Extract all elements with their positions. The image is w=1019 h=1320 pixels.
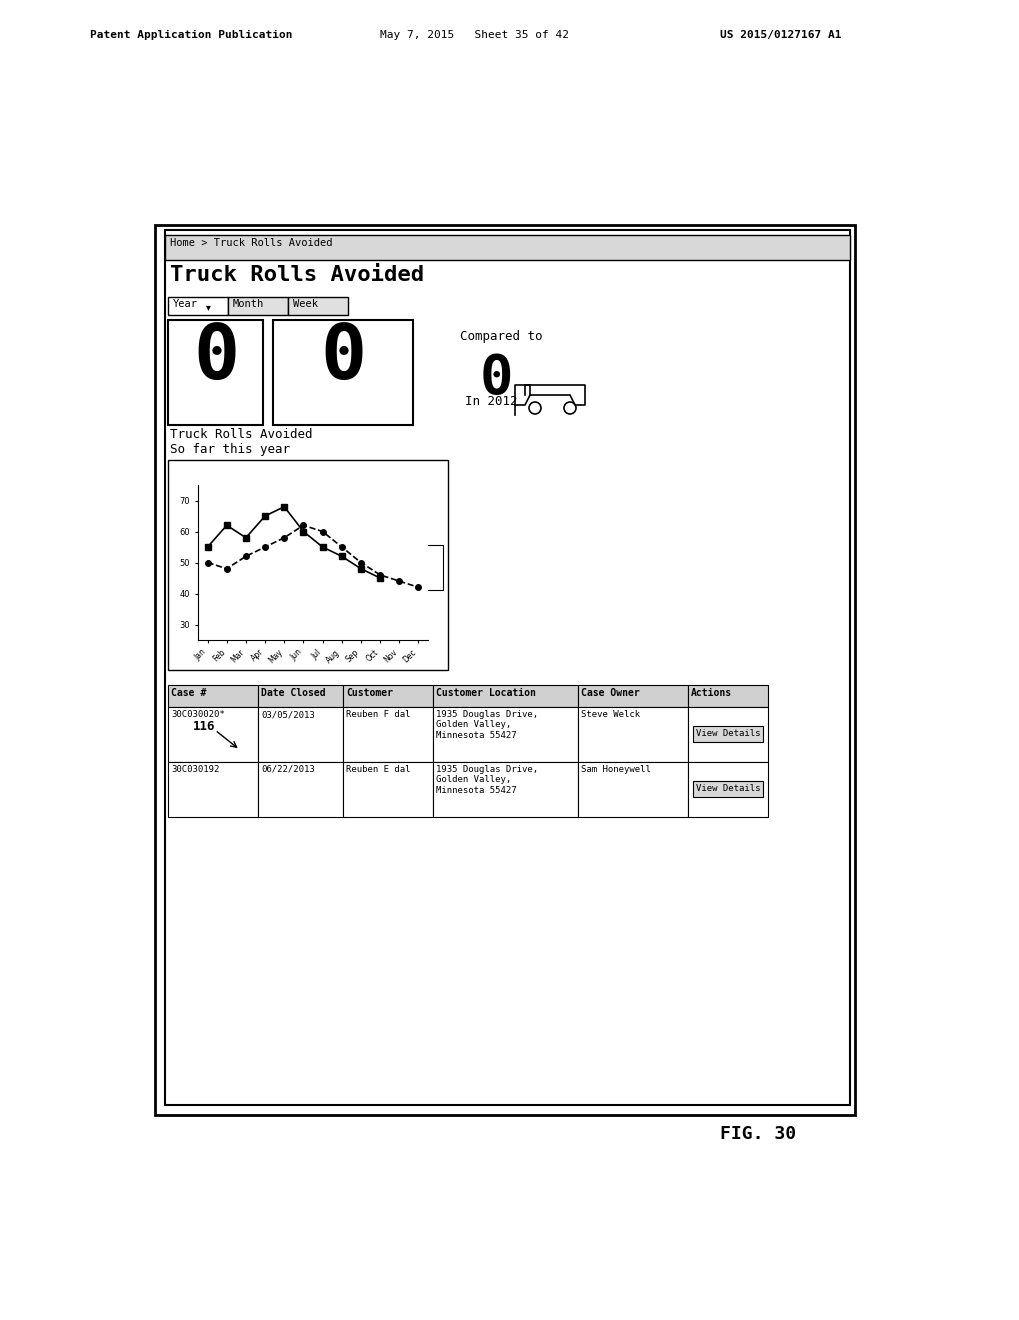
This Year — [374, 570, 386, 586]
Last Year — [220, 561, 232, 577]
Bar — [692, 726, 762, 742]
Last Year — [355, 554, 367, 570]
Text: Year: Year — [173, 300, 198, 309]
Text: Week: Week — [292, 300, 318, 309]
Bar — [258, 685, 342, 708]
Text: Home > Truck Rolls Avoided: Home > Truck Rolls Avoided — [170, 238, 332, 248]
This Year — [259, 508, 271, 524]
Bar — [287, 297, 347, 315]
Last Year — [278, 529, 290, 545]
Bar — [273, 319, 413, 425]
Last Year — [259, 539, 271, 554]
Last Year — [202, 554, 214, 570]
Bar — [342, 762, 433, 817]
Text: 30C030192: 30C030192 — [171, 766, 219, 774]
Text: 1935 Douglas Drive,
Golden Valley,
Minnesota 55427: 1935 Douglas Drive, Golden Valley, Minne… — [435, 710, 538, 739]
Last Year — [316, 524, 328, 540]
Line: Last Year: Last Year — [205, 523, 421, 590]
Bar — [155, 224, 854, 1115]
Text: Case #: Case # — [171, 688, 206, 698]
Last Year — [335, 539, 347, 554]
Text: View Details: View Details — [695, 729, 759, 738]
This Year — [316, 539, 328, 554]
Text: Steve Welck: Steve Welck — [581, 710, 640, 719]
Text: Month: Month — [232, 300, 264, 309]
Text: 0: 0 — [480, 352, 513, 405]
Text: FIG. 30: FIG. 30 — [719, 1125, 796, 1143]
Bar — [433, 762, 578, 817]
This Year — [297, 524, 309, 540]
Text: Customer: Customer — [345, 688, 392, 698]
Text: 0: 0 — [320, 321, 366, 395]
Text: 03/05/2013: 03/05/2013 — [261, 710, 315, 719]
Text: 0: 0 — [193, 321, 238, 395]
Text: Reuben F dal: Reuben F dal — [345, 710, 410, 719]
Bar — [578, 685, 688, 708]
Text: 06/22/2013: 06/22/2013 — [261, 766, 315, 774]
Bar — [688, 708, 767, 762]
Last Year — [412, 579, 424, 595]
Text: Patent Application Publication: Patent Application Publication — [90, 30, 292, 40]
Bar — [688, 762, 767, 817]
Bar — [433, 708, 578, 762]
Last Year — [239, 548, 252, 564]
This Year — [355, 561, 367, 577]
Text: US 2015/0127167 A1: US 2015/0127167 A1 — [719, 30, 841, 40]
Last Year — [374, 568, 386, 583]
This Year — [220, 517, 232, 533]
Bar — [258, 708, 342, 762]
Text: Sam Honeywell: Sam Honeywell — [581, 766, 650, 774]
Bar — [168, 319, 263, 425]
Line: This Year: This Year — [205, 504, 382, 581]
Bar — [688, 685, 767, 708]
Bar — [168, 708, 258, 762]
This Year — [335, 548, 347, 564]
Text: This Year: This Year — [365, 545, 413, 554]
Text: Compared to: Compared to — [460, 330, 542, 343]
Bar — [168, 459, 447, 671]
Text: ▾: ▾ — [206, 302, 211, 312]
Text: Customer Location: Customer Location — [435, 688, 535, 698]
Last Year — [392, 573, 405, 589]
Bar — [578, 708, 688, 762]
Last Year — [297, 517, 309, 533]
Bar — [168, 762, 258, 817]
Bar — [168, 297, 228, 315]
Text: Case Owner: Case Owner — [581, 688, 639, 698]
Bar — [342, 708, 433, 762]
Text: 116: 116 — [193, 719, 215, 733]
Text: Date Closed: Date Closed — [261, 688, 325, 698]
Text: View Details: View Details — [695, 784, 759, 793]
Bar — [692, 781, 762, 797]
Text: Reuben E dal: Reuben E dal — [345, 766, 410, 774]
Text: Actions: Actions — [690, 688, 732, 698]
Text: Truck Rolls Avoided: Truck Rolls Avoided — [170, 265, 424, 285]
This Year — [239, 529, 252, 545]
Bar — [433, 685, 578, 708]
Text: Truck Rolls Avoided
So far this year: Truck Rolls Avoided So far this year — [170, 428, 312, 455]
Bar — [578, 762, 688, 817]
Bar — [342, 685, 433, 708]
Text: In 2012: In 2012 — [465, 395, 517, 408]
Text: Last Year: Last Year — [365, 562, 413, 572]
Bar — [165, 230, 849, 1105]
Text: 1935 Douglas Drive,
Golden Valley,
Minnesota 55427: 1935 Douglas Drive, Golden Valley, Minne… — [435, 766, 538, 795]
Bar — [342, 545, 442, 590]
Bar — [165, 235, 849, 260]
Text: May 7, 2015   Sheet 35 of 42: May 7, 2015 Sheet 35 of 42 — [380, 30, 569, 40]
This Year — [278, 499, 290, 515]
Text: 30C030020*: 30C030020* — [171, 710, 224, 719]
Bar — [258, 762, 342, 817]
This Year — [202, 539, 214, 554]
Bar — [168, 685, 258, 708]
Bar — [228, 297, 287, 315]
